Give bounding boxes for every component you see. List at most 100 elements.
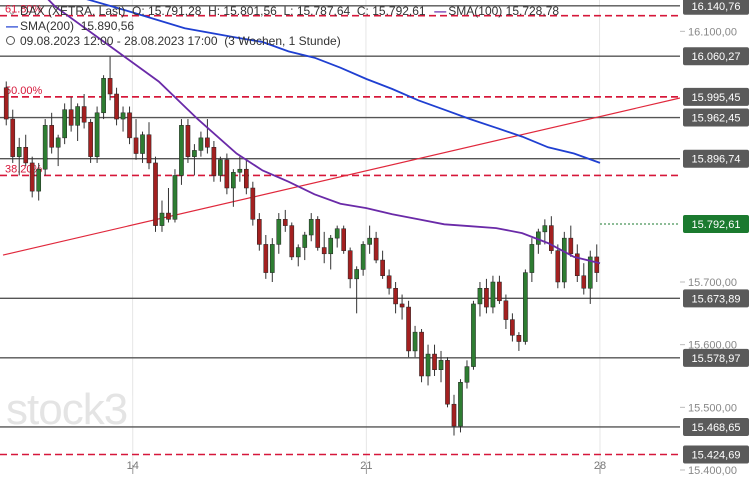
candle-body <box>244 168 249 189</box>
candle-body <box>477 288 483 305</box>
candle-body <box>555 250 561 283</box>
legend-low: L: 15.787,64 <box>283 4 351 18</box>
candle-body <box>458 382 463 427</box>
candle-body <box>516 335 522 342</box>
sma200-line <box>86 0 601 164</box>
candle-body <box>172 175 178 220</box>
candle-body <box>380 259 385 276</box>
level-tag-label: 15.578,97 <box>692 353 741 365</box>
candle-body <box>412 331 418 352</box>
x-gridline <box>131 0 134 471</box>
level-tag <box>683 289 749 308</box>
candle-body <box>587 256 593 289</box>
candle-body <box>282 219 288 226</box>
candle-body <box>23 147 29 164</box>
legend-open: O: 15.791,28 <box>132 4 202 18</box>
candle-body <box>386 275 392 289</box>
candle-body <box>10 118 16 157</box>
candle-body <box>302 234 308 248</box>
candle-body <box>81 106 87 123</box>
fib-label: 50.00% <box>5 85 43 97</box>
candle-body <box>42 125 48 170</box>
legend-row-range: 09.08.2023 12:00 - 28.08.2023 17:00 (3 W… <box>4 34 559 49</box>
candles <box>3 56 600 436</box>
candle-body <box>341 228 347 251</box>
candle-body <box>574 253 580 276</box>
candle-body <box>179 125 184 176</box>
candle-body <box>367 237 372 245</box>
time-axis: 14 21 28 <box>127 460 606 474</box>
candle-body <box>484 288 489 308</box>
level-tag-label: 15.962,45 <box>692 113 741 125</box>
candle-body <box>289 225 295 258</box>
level-tag-label: 15.424,69 <box>692 450 741 462</box>
level-tag-label: 16.140,76 <box>692 1 741 13</box>
candle-body <box>503 300 509 320</box>
candle-body <box>120 112 126 120</box>
sma100-line-icon: — <box>434 4 447 18</box>
last-price-label: 15.792,61 <box>692 219 741 231</box>
candle-body <box>75 106 80 126</box>
candle-body <box>36 168 42 192</box>
price-axis: 16.100,00 15.700,00 15.600,00 15.500,00 15.4… <box>600 0 750 480</box>
candle-body <box>328 237 334 255</box>
candle-body <box>276 219 282 245</box>
candle-body <box>561 237 567 283</box>
level-tag-label: 15.896,74 <box>692 154 741 166</box>
candle-body <box>542 225 548 233</box>
candle-body <box>425 353 431 377</box>
candle-body <box>94 112 100 157</box>
y-tick-label: 16.100,00 <box>688 26 737 38</box>
candle-body <box>269 244 275 273</box>
x-gridline <box>599 0 601 471</box>
candle-body <box>393 288 398 305</box>
candle-body <box>373 237 379 261</box>
candle-body <box>140 134 145 154</box>
candle-body <box>451 403 457 427</box>
candle-body <box>490 281 496 308</box>
candle-body <box>224 159 230 189</box>
candle-body <box>198 137 204 151</box>
candle-body <box>419 331 424 377</box>
trendline-segment <box>2 97 681 256</box>
candle-body <box>256 219 262 245</box>
sma200-line-icon: — <box>6 19 18 33</box>
legend-close: C: 15.792,61 <box>356 4 426 18</box>
watermark-logo: stock3 <box>6 385 128 434</box>
level-tag <box>683 445 749 464</box>
candle-body <box>529 244 535 273</box>
moving-averages <box>47 0 601 265</box>
candle-body <box>594 256 600 273</box>
candle-body <box>166 212 171 220</box>
visibility-toggle-icon[interactable] <box>4 34 20 49</box>
candle-body <box>354 269 359 280</box>
candle-body <box>581 275 587 289</box>
legend-sma100-label: SMA(100) <box>448 4 503 18</box>
candle-body <box>192 150 197 157</box>
candle-body <box>549 225 554 251</box>
candle-body <box>523 272 528 342</box>
candle-body <box>185 125 191 157</box>
candle-body <box>237 168 243 173</box>
x-tick-label: 14 <box>127 460 139 472</box>
candle-body <box>360 244 366 270</box>
candle-body <box>29 162 35 192</box>
candle-body <box>127 112 132 139</box>
candle-body <box>101 78 106 114</box>
candle-body <box>406 306 411 352</box>
chevron-down-icon[interactable]: ⌄ <box>6 4 18 18</box>
last-price-tag <box>683 214 749 233</box>
legend-sma100-value: 15.728,78 <box>505 4 560 18</box>
y-tick-label: 15.700,00 <box>688 277 737 289</box>
level-tag <box>683 149 749 168</box>
candle-body <box>88 121 93 157</box>
candle-body <box>218 159 223 176</box>
x-tick-label: 21 <box>360 460 372 472</box>
chart-legend: ⌄ DAX (XETRA, Last) O: 15.791,28 H: 15.8… <box>4 4 559 49</box>
candle-body <box>321 247 327 255</box>
candle-body <box>62 109 67 139</box>
level-tag-label: 15.468,65 <box>692 422 741 434</box>
legend-instrument: DAX (XETRA, Last) <box>20 4 126 18</box>
legend-row-instrument: ⌄ DAX (XETRA, Last) O: 15.791,28 H: 15.8… <box>4 4 559 19</box>
candle-body <box>250 187 256 220</box>
